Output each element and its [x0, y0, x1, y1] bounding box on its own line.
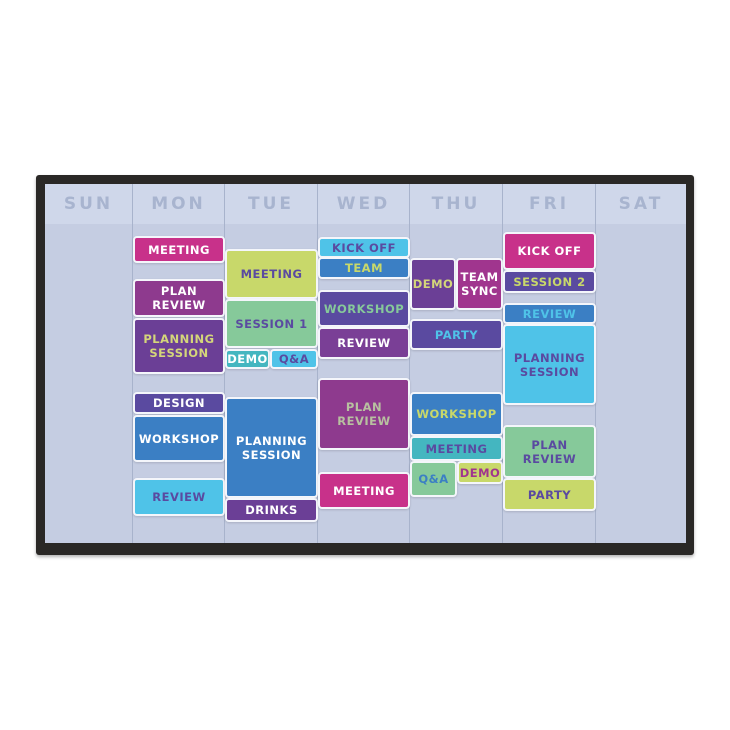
event-label: REVIEW — [522, 306, 577, 321]
event-label: Q&A — [278, 352, 310, 366]
event-mon-meeting[interactable]: MEETING — [133, 236, 225, 263]
event-thu-demo[interactable]: DEMO — [410, 258, 456, 310]
day-column-sat: SAT — [596, 184, 686, 543]
event-tue-planning-session[interactable]: PLANNING SESSION — [225, 397, 318, 498]
calendar-screen: SUN MON TUE WED THU FRI SAT MEETING PLAN REVIEW P… — [45, 184, 686, 543]
event-thu-q-a[interactable]: Q&A — [410, 461, 457, 497]
event-tue-drinks[interactable]: DRINKS — [225, 498, 318, 522]
event-wed-kick-off[interactable]: KICK OFF — [318, 237, 410, 258]
event-label: SESSION 1 — [235, 316, 308, 331]
event-label: KICK OFF — [517, 244, 582, 258]
event-wed-meeting[interactable]: MEETING — [318, 472, 410, 509]
event-tue-demo[interactable]: DEMO — [225, 349, 270, 369]
day-header: MON — [133, 184, 224, 224]
event-mon-review[interactable]: REVIEW — [133, 478, 225, 516]
event-label: Q&A — [418, 472, 449, 486]
event-fri-kick-off[interactable]: KICK OFF — [503, 232, 596, 270]
event-wed-review[interactable]: REVIEW — [318, 327, 410, 359]
event-thu-meeting[interactable]: MEETING — [410, 436, 503, 461]
event-label: REVIEW — [152, 490, 206, 504]
event-label: DEMO — [412, 277, 454, 291]
event-tue-session-1[interactable]: SESSION 1 — [225, 299, 318, 348]
event-label: TEAM SYNC — [460, 270, 499, 298]
event-fri-review[interactable]: REVIEW — [503, 303, 596, 324]
event-label: SESSION 2 — [513, 274, 586, 289]
day-header: THU — [410, 184, 502, 224]
event-fri-session-2[interactable]: SESSION 2 — [503, 270, 596, 293]
event-thu-demo[interactable]: DEMO — [457, 461, 503, 484]
event-label: PARTY — [527, 487, 572, 502]
event-label: PLAN REVIEW — [337, 400, 391, 428]
day-header: FRI — [503, 184, 595, 224]
day-column-wed: WED — [318, 184, 410, 543]
event-label: KICK OFF — [331, 240, 397, 255]
event-label: PLAN REVIEW — [152, 284, 206, 312]
event-wed-workshop[interactable]: WORKSHOP — [318, 290, 410, 327]
event-label: TEAM — [344, 261, 384, 275]
event-label: REVIEW — [337, 336, 391, 350]
day-column-thu: THU — [410, 184, 503, 543]
day-header: SUN — [45, 184, 132, 224]
event-mon-workshop[interactable]: WORKSHOP — [133, 415, 225, 462]
event-label: DRINKS — [245, 503, 298, 517]
event-label: WORKSHOP — [323, 301, 405, 316]
event-mon-planning-session[interactable]: PLANNING SESSION — [133, 318, 225, 374]
event-wed-plan-review[interactable]: PLAN REVIEW — [318, 378, 410, 450]
event-thu-workshop[interactable]: WORKSHOP — [410, 392, 503, 436]
event-label: WORKSHOP — [138, 431, 220, 446]
day-header: WED — [318, 184, 409, 224]
event-thu-team-sync[interactable]: TEAM SYNC — [456, 258, 503, 310]
day-header: SAT — [596, 184, 686, 224]
event-fri-party[interactable]: PARTY — [503, 478, 596, 511]
event-label: PLAN REVIEW — [522, 437, 577, 466]
event-fri-plan-review[interactable]: PLAN REVIEW — [503, 425, 596, 478]
event-label: MEETING — [240, 267, 303, 281]
event-label: DEMO — [459, 465, 501, 480]
event-tue-q-a[interactable]: Q&A — [270, 349, 318, 369]
event-fri-planning-session[interactable]: PLANNING SESSION — [503, 324, 596, 405]
event-label: DESIGN — [152, 396, 206, 410]
event-label: MEETING — [425, 441, 488, 456]
event-label: DEMO — [227, 352, 268, 366]
event-wed-team[interactable]: TEAM — [318, 257, 410, 279]
event-mon-plan-review[interactable]: PLAN REVIEW — [133, 279, 225, 317]
event-label: MEETING — [333, 483, 395, 498]
day-column-tue: TUE — [225, 184, 318, 543]
event-label: PARTY — [434, 327, 479, 342]
event-thu-party[interactable]: PARTY — [410, 319, 503, 350]
event-label: PLANNING SESSION — [235, 433, 308, 462]
event-tue-meeting[interactable]: MEETING — [225, 249, 318, 299]
event-label: MEETING — [148, 242, 210, 257]
day-header: TUE — [225, 184, 317, 224]
day-column-sun: SUN — [45, 184, 133, 543]
event-label: PLANNING SESSION — [143, 332, 215, 360]
event-label: WORKSHOP — [416, 407, 497, 421]
event-mon-design[interactable]: DESIGN — [133, 392, 225, 414]
event-label: PLANNING SESSION — [513, 350, 586, 379]
